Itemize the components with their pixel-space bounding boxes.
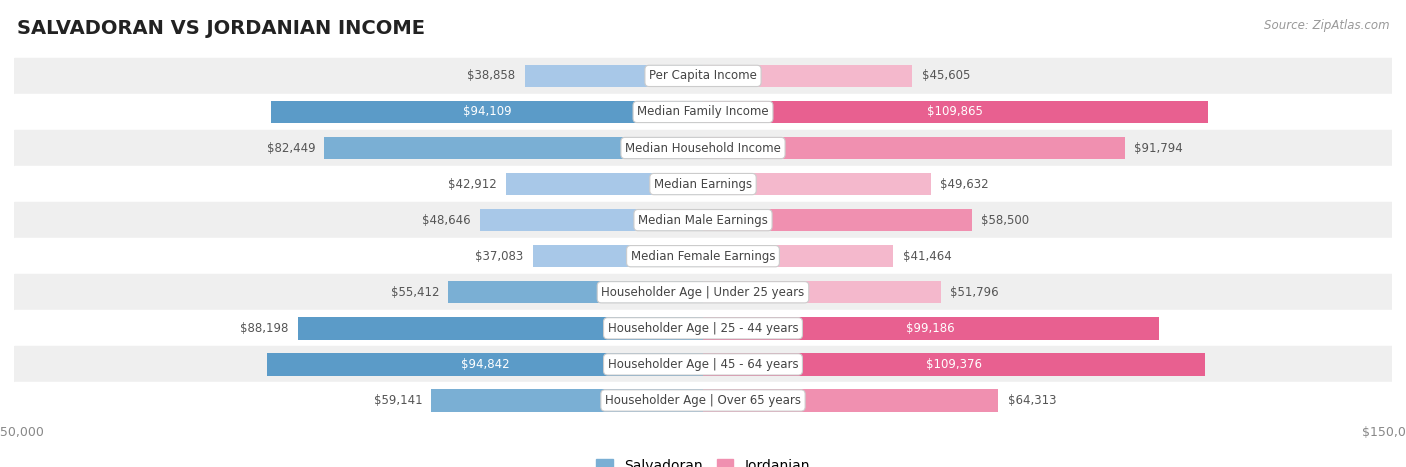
Bar	[267, 353, 703, 375]
Bar	[271, 101, 703, 123]
Bar	[703, 101, 1208, 123]
Bar	[14, 130, 1392, 166]
Bar	[524, 65, 703, 87]
Bar	[703, 317, 1159, 340]
Text: Householder Age | Over 65 years: Householder Age | Over 65 years	[605, 394, 801, 407]
Bar	[703, 389, 998, 411]
Text: $82,449: $82,449	[267, 142, 315, 155]
Text: Median Male Earnings: Median Male Earnings	[638, 213, 768, 226]
Bar	[14, 58, 1392, 94]
Bar	[703, 281, 941, 304]
Bar	[14, 166, 1392, 202]
Text: Householder Age | 45 - 64 years: Householder Age | 45 - 64 years	[607, 358, 799, 371]
Text: Per Capita Income: Per Capita Income	[650, 70, 756, 82]
Bar	[703, 65, 912, 87]
Text: $41,464: $41,464	[903, 250, 952, 263]
Text: Source: ZipAtlas.com: Source: ZipAtlas.com	[1264, 19, 1389, 32]
Bar	[432, 389, 703, 411]
Bar	[14, 274, 1392, 310]
Text: $109,865: $109,865	[928, 106, 983, 119]
Text: Median Household Income: Median Household Income	[626, 142, 780, 155]
Bar	[14, 310, 1392, 347]
Text: Median Female Earnings: Median Female Earnings	[631, 250, 775, 263]
Text: $99,186: $99,186	[907, 322, 955, 335]
Text: $64,313: $64,313	[1008, 394, 1056, 407]
Bar	[449, 281, 703, 304]
Bar	[14, 347, 1392, 382]
Bar	[325, 137, 703, 159]
Text: $94,109: $94,109	[463, 106, 512, 119]
Bar	[14, 382, 1392, 418]
Bar	[14, 238, 1392, 274]
Text: $88,198: $88,198	[240, 322, 288, 335]
Text: $51,796: $51,796	[950, 286, 998, 299]
Text: $58,500: $58,500	[981, 213, 1029, 226]
Bar	[14, 202, 1392, 238]
Text: $109,376: $109,376	[927, 358, 983, 371]
Text: $42,912: $42,912	[449, 177, 496, 191]
Bar	[703, 173, 931, 195]
Bar	[703, 353, 1205, 375]
Text: $59,141: $59,141	[374, 394, 422, 407]
Text: Householder Age | Under 25 years: Householder Age | Under 25 years	[602, 286, 804, 299]
Text: $37,083: $37,083	[475, 250, 523, 263]
Legend: Salvadoran, Jordanian: Salvadoran, Jordanian	[591, 454, 815, 467]
Bar	[506, 173, 703, 195]
Text: $48,646: $48,646	[422, 213, 471, 226]
Text: Householder Age | 25 - 44 years: Householder Age | 25 - 44 years	[607, 322, 799, 335]
Bar	[479, 209, 703, 231]
Text: Median Earnings: Median Earnings	[654, 177, 752, 191]
Text: $55,412: $55,412	[391, 286, 439, 299]
Bar	[14, 94, 1392, 130]
Text: $49,632: $49,632	[941, 177, 988, 191]
Bar	[703, 137, 1125, 159]
Text: $45,605: $45,605	[922, 70, 970, 82]
Bar	[533, 245, 703, 268]
Text: $91,794: $91,794	[1133, 142, 1182, 155]
Bar	[703, 209, 972, 231]
Bar	[703, 245, 893, 268]
Text: $94,842: $94,842	[461, 358, 509, 371]
Text: SALVADORAN VS JORDANIAN INCOME: SALVADORAN VS JORDANIAN INCOME	[17, 19, 425, 38]
Text: $38,858: $38,858	[467, 70, 516, 82]
Bar	[298, 317, 703, 340]
Text: Median Family Income: Median Family Income	[637, 106, 769, 119]
